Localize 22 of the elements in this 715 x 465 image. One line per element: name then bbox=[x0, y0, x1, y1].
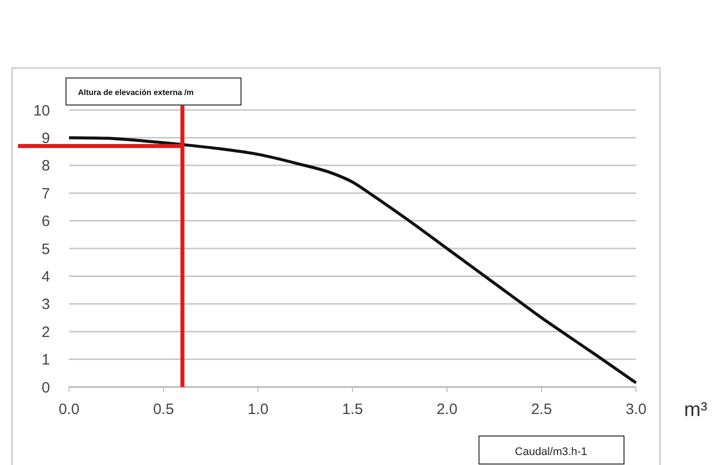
x-tick-label: 2.0 bbox=[436, 401, 458, 418]
x-tick-label: 0.5 bbox=[153, 401, 174, 418]
y-tick-label: 10 bbox=[33, 102, 50, 120]
y-tick-label: 5 bbox=[42, 240, 50, 258]
x-tick-label: 3.0 bbox=[626, 401, 646, 418]
y-tick-label: 4 bbox=[42, 268, 50, 286]
text: m³ bbox=[684, 399, 708, 421]
y-tick-label: 8 bbox=[42, 158, 50, 175]
line-series bbox=[68, 136, 638, 384]
y-tick-label: 7 bbox=[42, 185, 50, 202]
x-tick-label: 1.5 bbox=[342, 401, 363, 418]
y-tick-label: 1 bbox=[42, 352, 50, 369]
y-tick-label: 3 bbox=[42, 296, 50, 314]
y-tick-label: 2 bbox=[42, 324, 50, 341]
y-tick-label: 0 bbox=[42, 379, 50, 396]
y-tick-label: 9 bbox=[42, 130, 50, 147]
x-tick-label: 1.0 bbox=[248, 401, 268, 418]
x-tick-label: 0.0 bbox=[58, 401, 80, 418]
y-tick-label: 6 bbox=[42, 213, 50, 230]
x-tick-label: 2.5 bbox=[531, 401, 552, 418]
x-axis-title: Caudal/m3.h-1 bbox=[514, 446, 588, 458]
y-axis-title: Altura de elevación externa /m bbox=[78, 88, 194, 97]
